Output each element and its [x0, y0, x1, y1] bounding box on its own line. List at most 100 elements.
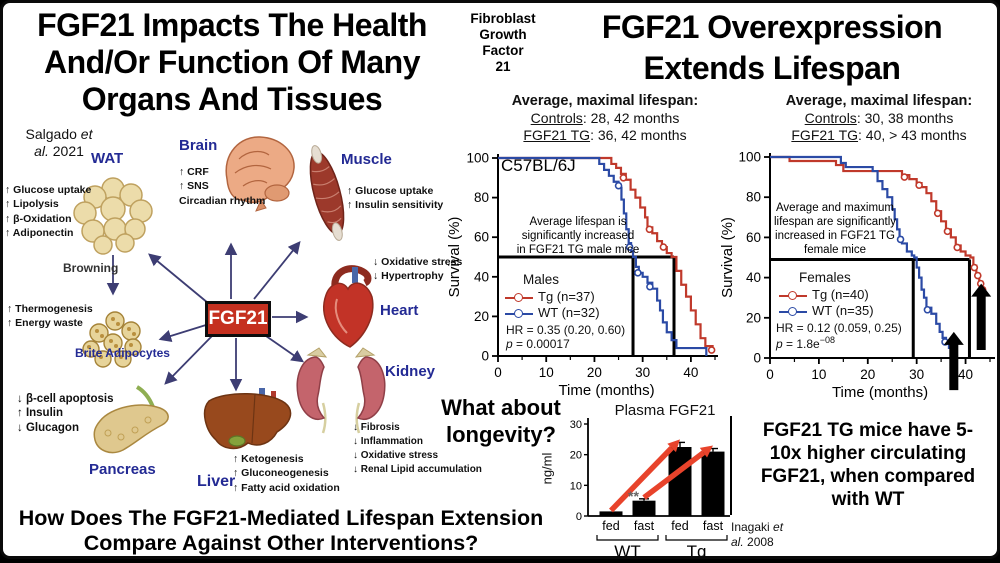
- svg-text:80: 80: [746, 190, 761, 205]
- svg-text:20: 20: [860, 367, 875, 382]
- svg-text:Time (months): Time (months): [558, 382, 654, 399]
- svg-text:0: 0: [766, 367, 774, 382]
- wat-effects: ↑ Glucose uptake ↑ Lipolysis ↑ β-Oxidati…: [5, 184, 92, 239]
- svg-text:40: 40: [746, 270, 761, 285]
- females-survival-chart: 0 20 40 60 80 100 0 10 20 30 40 Time (months) Surviv…: [719, 150, 995, 401]
- svg-text:fast: fast: [634, 519, 655, 533]
- wt-series-swatch: [779, 307, 807, 317]
- males-pvalue: p = 0.00017: [506, 337, 570, 351]
- svg-text:20: 20: [746, 310, 761, 325]
- tg-series-swatch: [505, 293, 533, 303]
- wat-label: WAT: [91, 150, 124, 167]
- kidney-illustration: [296, 347, 386, 434]
- svg-text:10: 10: [539, 365, 554, 380]
- plasma-ylabel: ng/ml: [539, 452, 555, 485]
- svg-text:Tg: Tg: [687, 542, 707, 559]
- svg-text:0: 0: [494, 365, 502, 380]
- what-about-longevity: What about longevity?: [441, 395, 561, 447]
- brain-effects: ↑ CRF ↑ SNS Circadian rhythm: [179, 166, 266, 207]
- svg-text:Survival (%): Survival (%): [446, 217, 463, 298]
- strain-label: C57BL/6J: [501, 156, 576, 175]
- muscle-label: Muscle: [341, 151, 392, 168]
- left-title-line1: FGF21 Impacts The Health: [37, 7, 427, 43]
- svg-text:40: 40: [958, 367, 973, 382]
- svg-text:20: 20: [570, 450, 582, 462]
- svg-text:fast: fast: [703, 519, 724, 533]
- left-title-line3: Organs And Tissues: [81, 81, 383, 117]
- males-legend-title: Males: [523, 272, 560, 287]
- svg-text:10: 10: [570, 480, 582, 492]
- svg-text:100: 100: [466, 151, 489, 166]
- heart-effects: ↓ Oxidative stress ↓ Hypertrophy: [373, 256, 463, 283]
- svg-text:0: 0: [481, 349, 489, 364]
- males-legend-tg: Tg (n=37): [505, 289, 595, 304]
- pancreas-effects: ↓ β-cell apoptosis ↑ Insulin ↓ Glucagon: [17, 393, 114, 434]
- citation-inagaki: Inagaki et al. 2008: [731, 520, 784, 549]
- hub-arrows: [106, 241, 309, 392]
- brain-illustration: [225, 136, 295, 212]
- svg-text:10: 10: [811, 367, 826, 382]
- pancreas-illustration: [93, 385, 169, 454]
- males-lifespan-stats: Average, maximal lifespan: Controls: 28,…: [511, 93, 699, 143]
- svg-text:80: 80: [474, 190, 489, 205]
- brain-label: Brain: [179, 137, 218, 154]
- females-legend-tg: Tg (n=40): [779, 287, 869, 302]
- svg-text:WT: WT: [614, 542, 640, 559]
- heart-illustration: [323, 265, 374, 348]
- females-lifespan-stats: Average, maximal lifespan: Controls: 30,…: [785, 93, 973, 143]
- svg-text:Time (months): Time (months): [832, 384, 928, 401]
- svg-text:30: 30: [909, 367, 924, 382]
- heart-label: Heart: [380, 302, 419, 319]
- svg-text:Survival (%): Survival (%): [719, 217, 736, 298]
- liver-label: Liver: [197, 473, 236, 490]
- left-panel-title: FGF21 Impacts The Health And/Or Function…: [3, 7, 461, 118]
- tg-statement: FGF21 TG mice have 5- 10x higher circula…: [760, 420, 976, 510]
- svg-text:30: 30: [635, 365, 650, 380]
- svg-text:40: 40: [683, 365, 698, 380]
- svg-text:fed: fed: [671, 519, 688, 533]
- kidney-effects: ↓ Fibrosis ↓ Inflammation ↓ Oxidative st…: [353, 422, 482, 475]
- males-hr: HR = 0.35 (0.20, 0.60): [506, 323, 626, 337]
- males-annotation: Average lifespan is significantly increa…: [516, 216, 640, 256]
- males-survival-chart: 0 20 40 60 80 100 0 10 20 30 40 Time (months) Surviv…: [446, 151, 718, 399]
- males-legend-wt: WT (n=32): [505, 305, 600, 320]
- liver-illustration: [203, 388, 292, 450]
- kidney-label: Kidney: [385, 363, 436, 380]
- significance-marker: **: [628, 488, 639, 504]
- females-annotation: Average and maximum lifespan are signifi…: [773, 202, 897, 256]
- divider-line: [730, 416, 732, 515]
- plasma-fgf21-chart: 0 10 20 30 fed fast fed fast WT Tg: [570, 418, 730, 559]
- brite-effects: ↑ Thermogenesis ↑ Energy waste: [7, 303, 93, 330]
- females-legend-wt: WT (n=35): [779, 303, 874, 318]
- citation-salgado: Salgado et al. 2021: [25, 126, 93, 159]
- pancreas-label: Pancreas: [89, 461, 156, 478]
- females-hr: HR = 0.12 (0.059, 0.25): [776, 321, 902, 335]
- liver-effects: ↑ Ketogenesis ↑ Gluconeogenesis ↑ Fatty …: [233, 453, 340, 494]
- fgf21-acronym: Fibroblast Growth Factor 21: [470, 11, 536, 74]
- svg-text:20: 20: [474, 309, 489, 324]
- svg-text:30: 30: [570, 419, 582, 431]
- svg-text:40: 40: [474, 269, 489, 284]
- females-pvalue: p = 1.8e−08: [776, 335, 835, 351]
- right-panel-title: FGF21 Overexpression Extends Lifespan: [601, 9, 943, 86]
- muscle-effects: ↑ Glucose uptake ↑ Insulin sensitivity: [347, 185, 444, 212]
- tg-series-swatch: [779, 291, 807, 301]
- wat-illustration: [73, 177, 153, 255]
- brite-adipocytes-illustration: [82, 311, 142, 368]
- svg-text:100: 100: [738, 150, 761, 165]
- wt-series-swatch: [505, 309, 533, 319]
- svg-text:0: 0: [753, 351, 761, 366]
- organ-diagram: [73, 136, 386, 454]
- left-title-line2: And/Or Function Of Many: [43, 44, 421, 80]
- svg-text:fed: fed: [602, 519, 619, 533]
- plasma-chart-title: Plasma FGF21: [614, 402, 716, 419]
- browning-label: Browning: [63, 261, 119, 275]
- svg-text:60: 60: [746, 230, 761, 245]
- muscle-illustration: [309, 145, 345, 241]
- fgf21-hub: FGF21: [205, 301, 271, 337]
- svg-text:20: 20: [587, 365, 602, 380]
- bottom-question: How Does The FGF21-Mediated Lifespan Ext…: [18, 506, 544, 555]
- females-legend-title: Females: [799, 270, 851, 285]
- svg-text:0: 0: [576, 511, 582, 523]
